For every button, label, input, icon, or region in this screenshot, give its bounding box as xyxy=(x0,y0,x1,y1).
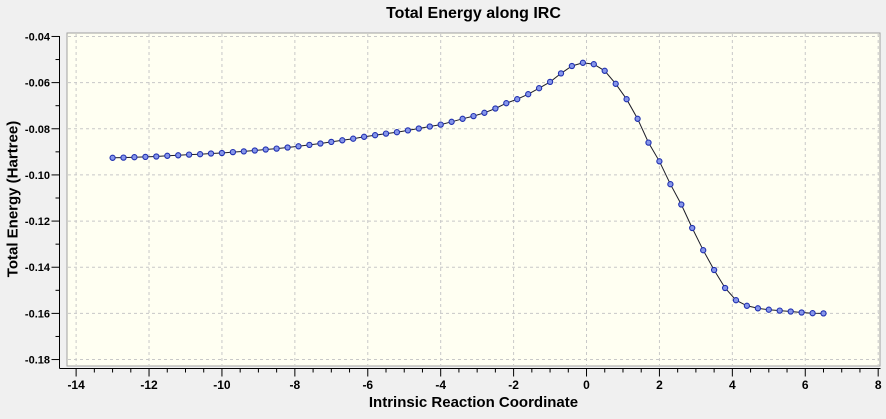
x-axis-title: Intrinsic Reaction Coordinate xyxy=(368,394,579,411)
data-point-marker xyxy=(634,115,641,122)
data-point-marker xyxy=(328,138,335,146)
x-tick-label: 8 xyxy=(875,378,882,392)
data-point-marker xyxy=(207,150,215,157)
data-point-marker xyxy=(350,135,357,142)
y-tick-label: -0.16 xyxy=(25,308,50,320)
chart-title: Total Energy along IRC xyxy=(386,5,561,22)
data-point-marker xyxy=(525,91,532,98)
data-point-marker xyxy=(787,308,794,315)
data-point-marker xyxy=(700,247,707,254)
x-tick-label: -12 xyxy=(140,378,158,392)
data-point-marker xyxy=(732,297,740,304)
data-point-marker xyxy=(229,148,237,156)
plot-area-background xyxy=(66,32,881,367)
data-point-marker xyxy=(710,266,718,274)
data-point-marker xyxy=(820,310,827,317)
data-point-marker xyxy=(196,151,204,158)
y-tick-label: -0.12 xyxy=(25,216,50,228)
data-point-marker xyxy=(535,85,543,92)
data-point-marker xyxy=(404,127,412,134)
x-tick-label: -6 xyxy=(362,378,373,392)
data-point-marker xyxy=(754,305,762,312)
data-point-marker xyxy=(743,302,751,309)
data-point-marker xyxy=(590,61,597,68)
data-point-marker xyxy=(481,109,488,116)
y-tick-label: -0.08 xyxy=(25,124,50,136)
data-point-marker xyxy=(262,146,269,153)
data-point-marker xyxy=(393,129,401,136)
data-point-marker xyxy=(185,151,193,158)
data-point-marker xyxy=(437,121,444,128)
data-point-marker xyxy=(678,201,685,208)
x-tick-label: 0 xyxy=(583,378,590,392)
data-point-marker xyxy=(721,284,729,292)
data-point-marker xyxy=(109,154,116,161)
data-point-marker xyxy=(284,144,291,151)
data-point-marker xyxy=(459,115,466,122)
data-point-marker xyxy=(371,132,379,139)
data-point-marker xyxy=(546,78,554,86)
y-tick-label: -0.18 xyxy=(25,355,50,367)
data-point-marker xyxy=(492,105,499,112)
x-tick-label: 2 xyxy=(656,378,663,392)
data-point-marker xyxy=(557,70,565,77)
data-point-marker xyxy=(656,158,663,165)
data-point-marker xyxy=(306,141,313,149)
x-tick-label: -4 xyxy=(435,378,446,392)
data-point-marker xyxy=(382,130,390,137)
data-point-marker xyxy=(689,224,696,232)
data-point-marker xyxy=(601,67,608,74)
data-point-marker xyxy=(251,147,258,154)
data-point-marker xyxy=(218,149,226,157)
data-point-marker xyxy=(339,137,346,144)
data-point-marker xyxy=(360,133,368,140)
data-point-marker xyxy=(667,181,674,188)
data-point-marker xyxy=(798,309,805,316)
x-tick-label: -2 xyxy=(508,378,519,392)
x-tick-label: -10 xyxy=(213,378,231,392)
data-point-marker xyxy=(776,307,783,314)
data-point-marker xyxy=(120,154,127,161)
data-point-marker xyxy=(317,140,324,147)
data-point-marker xyxy=(273,145,280,152)
x-tick-label: 6 xyxy=(802,378,809,392)
y-tick-label: -0.06 xyxy=(25,78,50,90)
data-point-marker xyxy=(164,152,171,159)
data-point-marker xyxy=(448,118,455,125)
x-tick-label: 4 xyxy=(729,378,736,392)
y-tick-label: -0.04 xyxy=(25,31,51,43)
data-point-marker xyxy=(415,125,422,132)
data-point-marker xyxy=(175,152,182,159)
data-point-marker xyxy=(765,306,772,313)
x-tick-label: -14 xyxy=(67,378,85,392)
data-point-marker xyxy=(426,123,433,130)
data-point-marker xyxy=(612,80,619,87)
data-point-marker xyxy=(514,96,521,103)
data-point-marker xyxy=(623,96,630,103)
data-point-marker xyxy=(809,310,816,317)
data-point-marker xyxy=(470,112,477,120)
data-point-marker xyxy=(503,100,510,107)
data-point-marker xyxy=(240,148,247,155)
data-point-marker xyxy=(295,143,302,150)
y-tick-label: -0.10 xyxy=(25,170,50,182)
data-point-marker xyxy=(142,153,149,161)
data-point-marker xyxy=(645,139,652,146)
data-point-marker xyxy=(131,154,138,161)
y-tick-label: -0.14 xyxy=(25,262,51,274)
data-point-marker xyxy=(568,62,576,70)
x-tick-label: -8 xyxy=(290,378,301,392)
data-point-marker xyxy=(153,153,160,160)
data-point-marker xyxy=(579,59,587,66)
